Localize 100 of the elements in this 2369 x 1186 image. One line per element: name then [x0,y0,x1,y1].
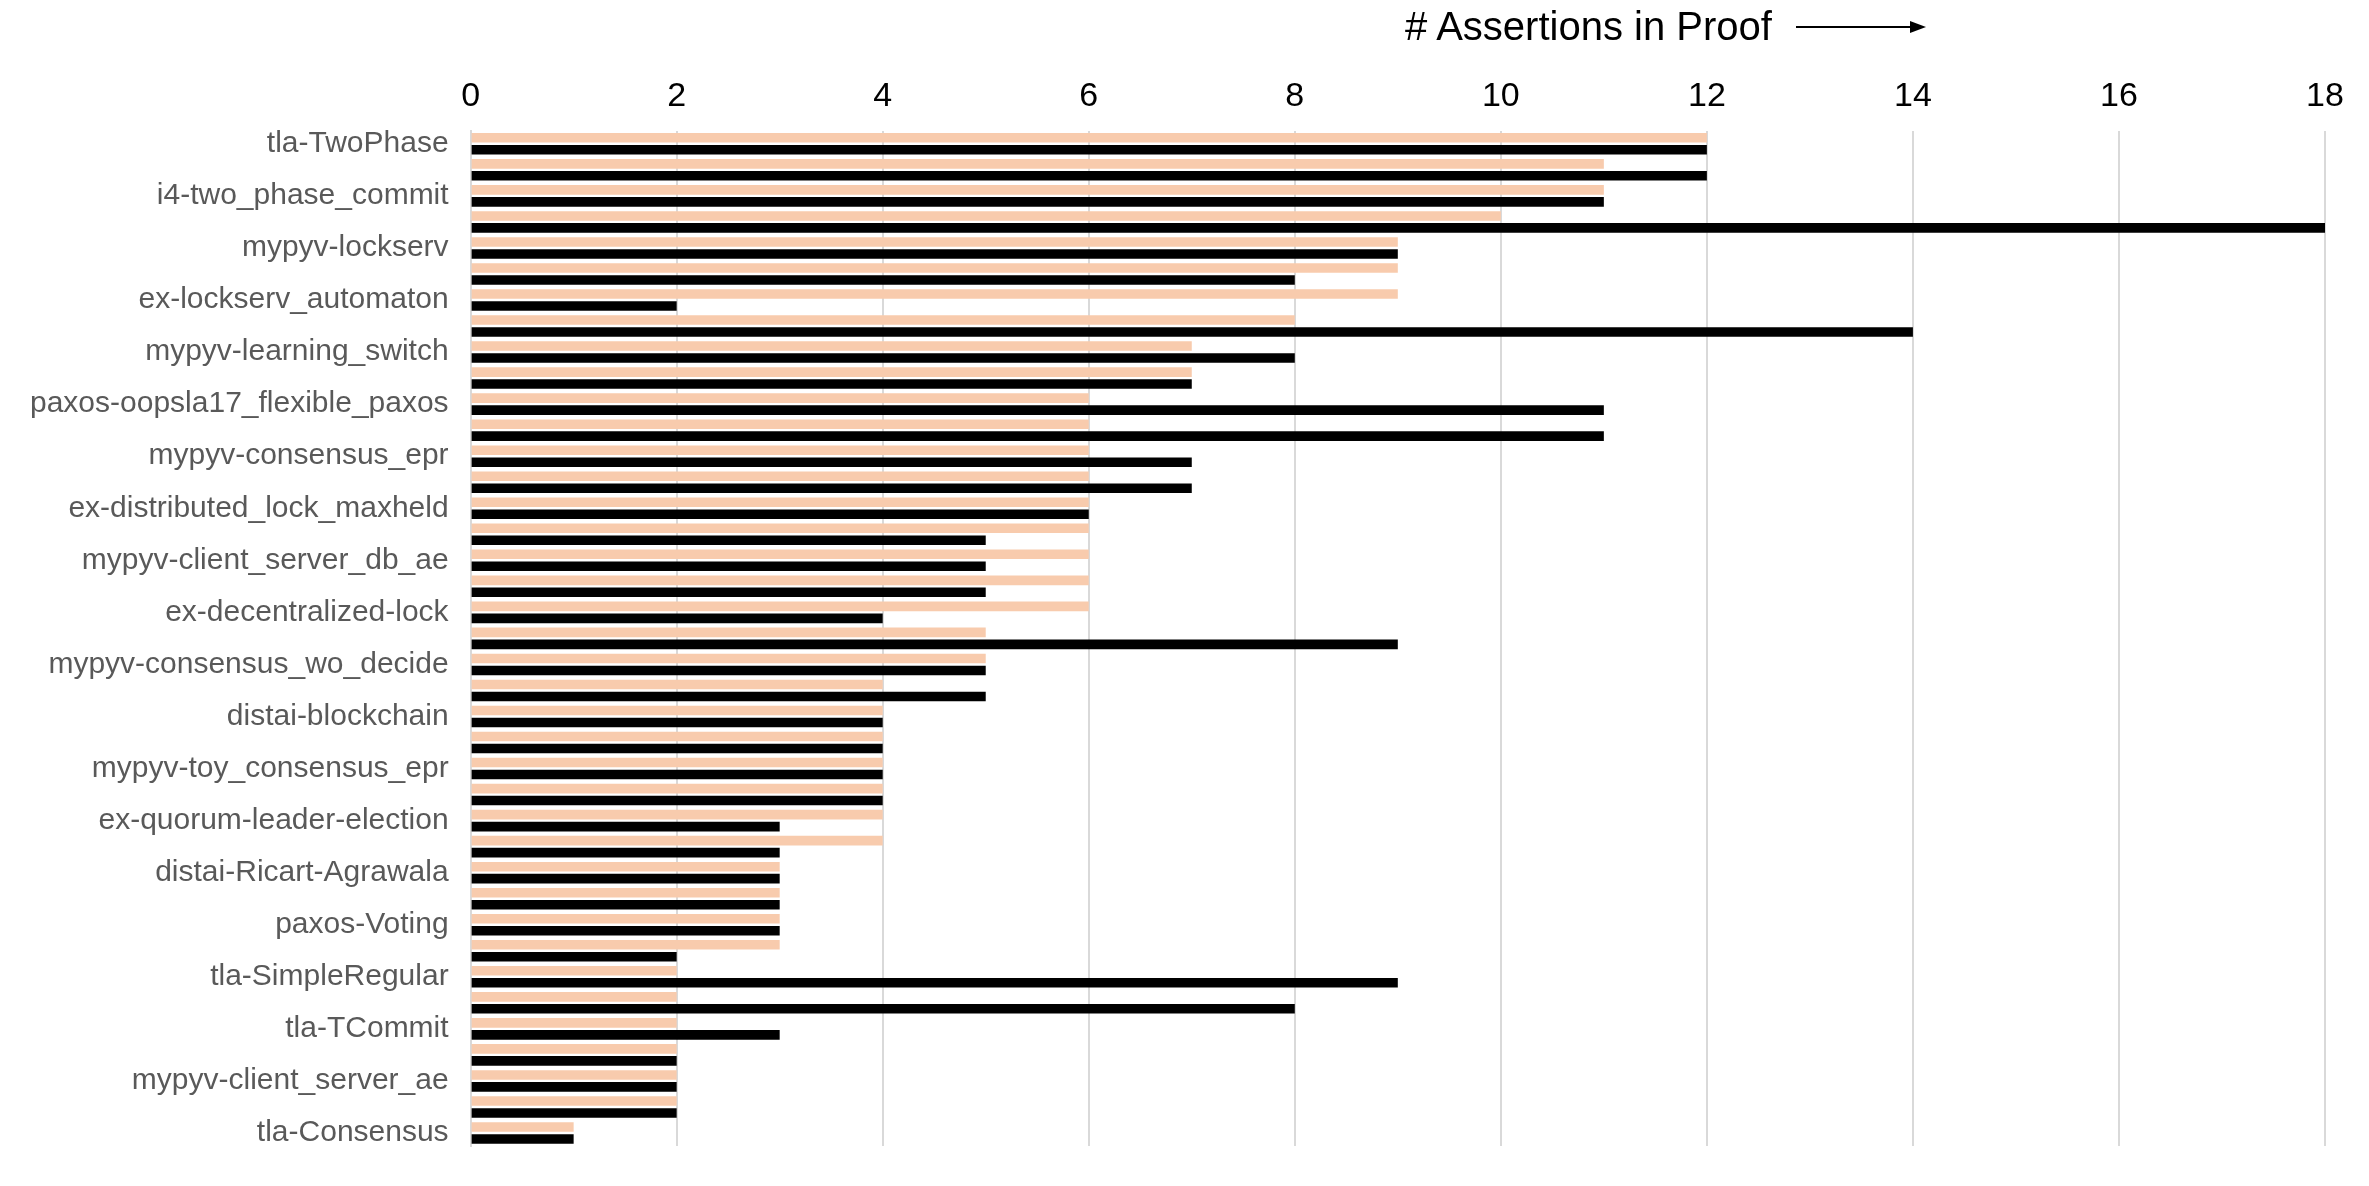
bar [471,899,780,910]
bar [471,1108,677,1118]
bar [471,1134,574,1144]
bar [471,769,883,780]
bar [471,1082,677,1092]
bar [471,393,1089,403]
y-tick-label: tla-TCommit [285,1010,450,1044]
bar [471,951,677,962]
bar [471,1030,780,1040]
bar [471,913,780,924]
bar [471,601,1089,612]
bar [471,639,1398,650]
y-tick-label: mypyv-learning_switch [145,333,449,367]
bar [471,1070,677,1080]
bar [471,705,883,716]
bar [471,1018,677,1028]
bar [471,275,1295,285]
bar [471,783,883,794]
x-tick-label: 0 [461,74,481,113]
bar [471,471,1089,482]
bar [471,341,1192,351]
bar [471,353,1295,363]
y-tick-label: distai-blockchain [226,697,449,731]
bar [471,419,1089,429]
y-tick-label: mypyv-consensus_wo_decide [48,645,449,679]
x-tick-label: 16 [2100,74,2138,113]
bar [471,145,1707,155]
bar [471,887,780,898]
y-tick-label: mypyv-lockserv [241,229,449,263]
bar [471,821,780,832]
bar [471,483,1192,493]
bar [471,431,1604,441]
bar [471,861,780,872]
y-tick-label: paxos-oopsla17_flexible_paxos [30,385,449,419]
x-tick-label: 8 [1285,74,1305,113]
bar [471,1122,574,1132]
bar [471,457,1192,467]
bar [471,327,1913,337]
bar [471,939,780,950]
bar [471,757,883,768]
bar [471,497,1089,508]
bar [471,992,677,1002]
x-tick-label: 2 [667,74,687,113]
x-tick-label: 6 [1079,74,1099,113]
x-tick-label: 10 [1481,74,1520,113]
bar [471,835,883,846]
y-tick-label: mypyv-toy_consensus_epr [91,749,449,783]
bar [471,627,986,638]
bar [471,743,883,754]
bar [471,809,883,820]
bar [471,367,1192,377]
bar [471,263,1398,273]
bar [471,223,2325,233]
bar [471,445,1089,455]
x-tick-label: 14 [1894,74,1932,113]
y-tick-label: tla-TwoPhase [266,125,449,159]
bar [471,731,883,742]
bar [471,171,1707,181]
bar [471,197,1604,207]
bar [471,315,1295,325]
bar [471,873,780,884]
bar [471,613,883,624]
y-tick-label: i4-two_phase_commit [156,177,450,211]
bar [471,717,883,728]
y-tick-label: mypyv-client_server_db_ae [81,541,449,575]
bar [471,549,1089,560]
bar [471,133,1707,143]
bar [471,185,1604,195]
y-tick-label: ex-lockserv_automaton [138,281,449,315]
bar [471,561,986,572]
bar [471,1044,677,1054]
bar [471,1096,677,1106]
bar [471,847,780,858]
y-tick-label: ex-distributed_lock_maxheld [68,489,449,523]
y-tick-label: mypyv-consensus_epr [148,437,449,471]
bar [471,1056,677,1066]
bar [471,211,1501,221]
bar [471,405,1604,415]
bar [471,587,986,598]
bar [471,966,677,976]
bar [471,1004,1295,1014]
bar [471,379,1192,389]
bar [471,978,1398,988]
x-tick-label: 4 [873,74,893,113]
bar [471,509,1089,520]
y-tick-label: tla-SimpleRegular [210,958,449,992]
y-tick-label: distai-Ricart-Agrawala [155,853,449,887]
x-axis-title: # Assertions in Proof [1405,4,1772,49]
bar [471,925,780,936]
bar [471,301,677,311]
y-tick-label: ex-quorum-leader-election [98,801,449,835]
x-tick-label: 18 [2306,74,2344,113]
bar [471,691,986,702]
y-tick-label: ex-decentralized-lock [165,593,450,627]
bar [471,535,986,546]
bar [471,289,1398,299]
y-tick-label: paxos-Voting [275,906,449,939]
bar [471,249,1398,259]
y-tick-label: tla-Consensus [256,1114,449,1148]
bar [471,575,1089,586]
